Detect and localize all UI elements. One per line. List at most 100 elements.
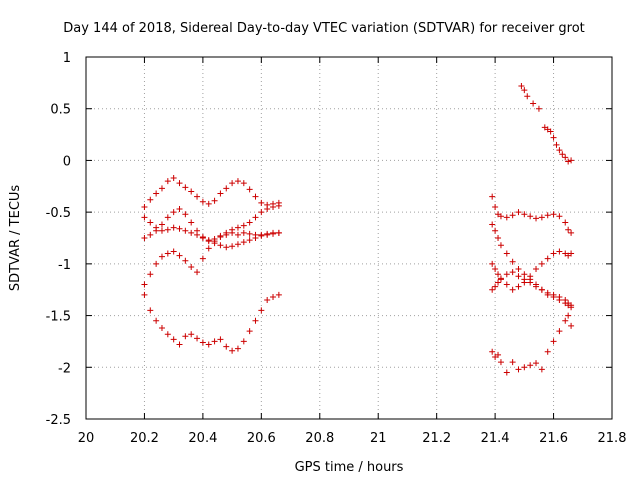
x-tick-labels: 20 20.2 20.4 20.6 20.8 21 21.2 21.4 21.6 21.8 xyxy=(78,431,627,446)
y-tick-label: -2 xyxy=(58,361,71,376)
series-sat-j xyxy=(489,248,575,293)
data-point xyxy=(568,250,575,257)
data-point xyxy=(234,231,241,238)
data-point xyxy=(205,245,212,252)
data-point xyxy=(565,226,572,233)
data-point xyxy=(527,273,534,280)
y-tick-label: -2.5 xyxy=(46,413,71,428)
data-point xyxy=(246,219,253,226)
data-point xyxy=(246,186,253,193)
y-tick-label: 0.5 xyxy=(50,103,71,118)
data-point xyxy=(562,317,569,324)
data-point xyxy=(568,304,575,311)
x-tick-label: 21.4 xyxy=(481,431,510,446)
data-point xyxy=(176,252,183,259)
data-point xyxy=(217,242,224,249)
data-point xyxy=(217,190,224,197)
data-point xyxy=(553,141,560,148)
data-point xyxy=(270,203,277,210)
data-point xyxy=(211,338,218,345)
data-point xyxy=(170,224,177,231)
data-point xyxy=(509,212,516,219)
data-point xyxy=(205,200,212,207)
data-point xyxy=(538,366,545,373)
data-point xyxy=(229,180,236,187)
data-point xyxy=(252,317,259,324)
data-point xyxy=(497,213,504,220)
data-point xyxy=(492,203,499,210)
data-point xyxy=(240,229,247,236)
data-point xyxy=(147,307,154,314)
x-tick-label: 21.8 xyxy=(598,431,627,446)
data-point xyxy=(158,221,165,228)
data-point xyxy=(544,212,551,219)
data-point xyxy=(194,269,201,276)
data-point xyxy=(211,197,218,204)
y-tick-labels: 1 0.5 0 -0.5 -1 -1.5 -2 -2.5 xyxy=(46,51,71,428)
data-point xyxy=(229,347,236,354)
data-points xyxy=(141,82,575,376)
data-point xyxy=(556,297,563,304)
series-sat-e xyxy=(141,291,282,354)
data-point xyxy=(164,214,171,221)
data-point xyxy=(544,291,551,298)
data-point xyxy=(527,279,534,286)
series-sat-b xyxy=(141,202,282,244)
data-point xyxy=(258,209,265,216)
data-point xyxy=(509,359,516,366)
data-point xyxy=(158,253,165,260)
data-point xyxy=(568,157,575,164)
data-point xyxy=(515,209,522,216)
data-point xyxy=(538,214,545,221)
data-point xyxy=(521,211,528,218)
data-point xyxy=(158,227,165,234)
series-sat-d xyxy=(141,229,282,288)
data-point xyxy=(164,178,171,185)
data-point xyxy=(518,82,525,89)
data-point xyxy=(521,271,528,278)
data-point xyxy=(153,317,160,324)
data-point xyxy=(530,100,537,107)
data-point xyxy=(258,307,265,314)
data-point xyxy=(217,336,224,343)
series-sat-k xyxy=(489,312,575,376)
data-point xyxy=(223,231,230,238)
plot-frame xyxy=(85,56,613,420)
data-point xyxy=(497,276,504,283)
y-tick-label: -1 xyxy=(58,258,71,273)
data-point xyxy=(240,338,247,345)
data-point xyxy=(199,339,206,346)
data-point xyxy=(164,226,171,233)
data-point xyxy=(176,341,183,348)
data-point xyxy=(556,248,563,255)
data-point xyxy=(170,209,177,216)
data-point xyxy=(240,180,247,187)
data-point xyxy=(264,206,271,213)
data-point xyxy=(182,211,189,218)
x-tick-label: 20.6 xyxy=(247,431,276,446)
data-point xyxy=(258,199,265,206)
data-point xyxy=(509,286,516,293)
y-tick-label: -1.5 xyxy=(46,310,71,325)
data-point xyxy=(521,364,528,371)
data-point xyxy=(234,224,241,231)
series-sat-g xyxy=(489,193,575,236)
data-point xyxy=(503,369,510,376)
data-point xyxy=(141,203,148,210)
data-point xyxy=(229,229,236,236)
data-point xyxy=(223,185,230,192)
data-point xyxy=(199,255,206,262)
grid xyxy=(86,57,612,419)
data-point xyxy=(550,293,557,300)
data-point xyxy=(568,229,575,236)
data-point xyxy=(550,211,557,218)
data-point xyxy=(176,225,183,232)
data-point xyxy=(188,188,195,195)
data-point xyxy=(141,214,148,221)
data-point xyxy=(182,227,189,234)
data-point xyxy=(503,250,510,257)
data-point xyxy=(275,202,282,209)
data-point xyxy=(538,260,545,267)
data-point xyxy=(515,273,522,280)
data-point xyxy=(199,198,206,205)
